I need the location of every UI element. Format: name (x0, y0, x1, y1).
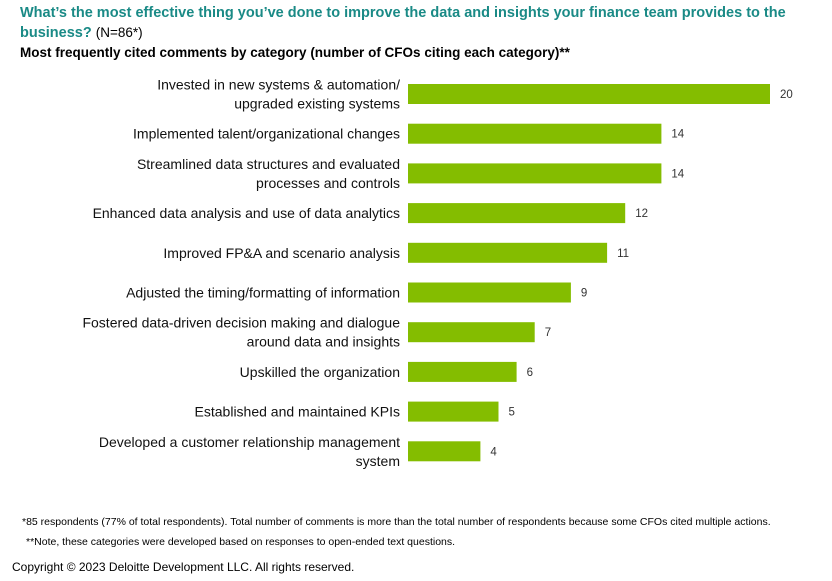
copyright: Copyright © 2023 Deloitte Development LL… (12, 560, 355, 574)
category-label-3: Streamlined data structures and evaluate… (137, 156, 400, 191)
bar-2 (408, 123, 662, 144)
category-label-8: Upskilled the organization (240, 364, 400, 380)
data-label-2: 14 (671, 129, 684, 141)
bar-10 (408, 441, 481, 462)
category-label-6: Adjusted the timing/formatting of inform… (126, 285, 400, 301)
data-label-4: 12 (635, 208, 648, 220)
category-label-2: Implemented talent/organizational change… (133, 126, 400, 142)
category-label-7: Fostered data-driven decision making and… (82, 315, 400, 350)
chart-title: What’s the most effective thing you’ve d… (20, 4, 820, 43)
bar-7 (408, 322, 535, 343)
footnote-respondents: *85 respondents (77% of total respondent… (22, 516, 771, 528)
data-label-6: 9 (581, 288, 587, 300)
data-label-10: 4 (490, 446, 497, 458)
chart-subtitle: Most frequently cited comments by catego… (20, 45, 570, 60)
data-label-1: 20 (780, 89, 793, 101)
bar-4 (408, 203, 626, 224)
bar-1 (408, 84, 770, 104)
category-label-10: Developed a customer relationship manage… (99, 434, 400, 469)
bar-9 (408, 401, 499, 422)
category-label-5: Improved FP&A and scenario analysis (163, 245, 400, 261)
category-label-1: Invested in new systems & automation/upg… (157, 77, 400, 112)
chart-title-n: (N=86*) (95, 25, 143, 40)
category-label-4: Enhanced data analysis and use of data a… (93, 205, 400, 221)
bar-chart: 20 Invested in new systems & automation/u… (82, 77, 793, 469)
chart-title-question: What’s the most effective thing you’ve d… (20, 5, 786, 41)
bar-8 (408, 361, 517, 382)
data-label-8: 6 (527, 367, 533, 379)
bar-5 (408, 242, 608, 263)
data-label-9: 5 (509, 407, 515, 419)
footnote-categories: **Note, these categories were developed … (26, 536, 456, 548)
data-label-5: 11 (617, 248, 629, 260)
data-label-3: 14 (671, 168, 684, 180)
bar-6 (408, 282, 571, 303)
data-label-7: 7 (545, 327, 551, 339)
bar-3 (408, 163, 662, 184)
category-label-9: Established and maintained KPIs (195, 404, 400, 420)
